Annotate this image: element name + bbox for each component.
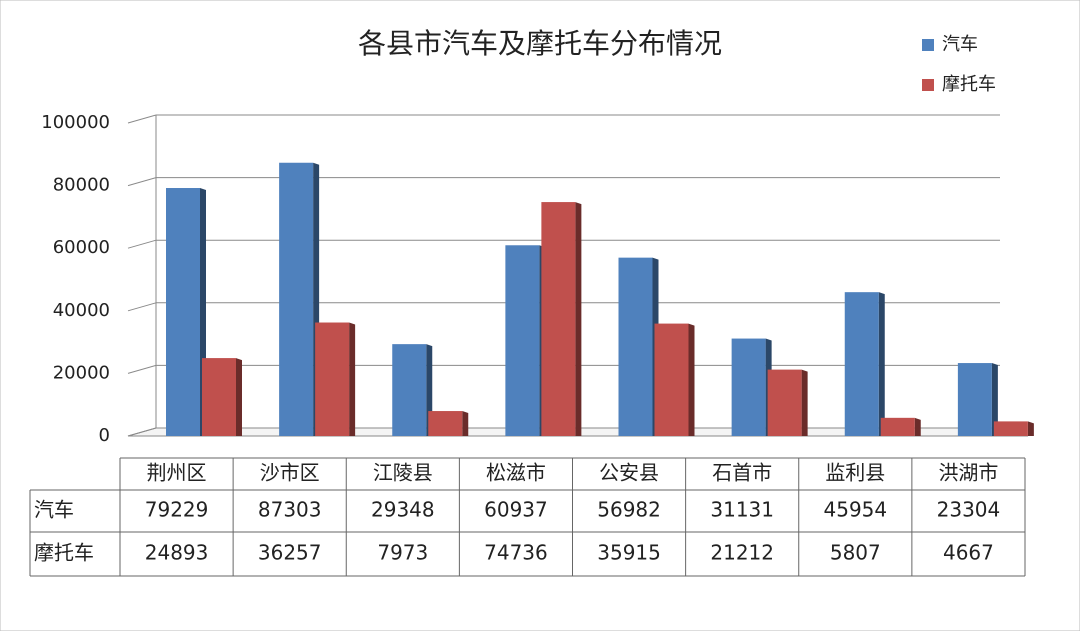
table-row-label: 摩托车 (34, 541, 94, 565)
table-value: 79229 (145, 498, 209, 522)
y-tick-label: 40000 (53, 300, 110, 321)
x-tick-label: 松滋市 (486, 461, 546, 485)
x-tick-label: 荆州区 (147, 461, 207, 485)
bar-side (349, 322, 356, 436)
bar-side (801, 369, 808, 436)
table-value: 24893 (145, 541, 209, 565)
table-value: 45954 (824, 498, 888, 522)
bar-side (462, 411, 469, 436)
table-value: 60937 (484, 498, 548, 522)
grid-line (127, 302, 157, 312)
grid-line (127, 427, 157, 437)
bar (880, 417, 915, 436)
x-tick-label: 公安县 (599, 461, 659, 485)
bar (654, 323, 689, 436)
table-value: 29348 (371, 498, 435, 522)
bar (731, 338, 766, 436)
legend-label: 汽车 (942, 34, 978, 55)
bar (392, 344, 427, 436)
bar-side (991, 363, 998, 436)
table-value: 5807 (830, 541, 881, 565)
table-value: 56982 (597, 498, 661, 522)
bar-side (1027, 421, 1034, 436)
grid-line (127, 177, 157, 187)
bar-side (688, 323, 695, 436)
bar (618, 257, 653, 436)
y-tick-label: 80000 (53, 175, 110, 196)
bar (505, 245, 540, 436)
y-tick-label: 60000 (53, 237, 110, 258)
x-tick-label: 监利县 (825, 461, 885, 485)
legend-swatch (922, 39, 934, 51)
grid-line (127, 239, 157, 249)
bar (844, 292, 879, 436)
bar-side (236, 358, 242, 436)
x-tick-label: 江陵县 (373, 461, 433, 485)
x-tick-label: 石首市 (712, 461, 772, 485)
bar (767, 369, 802, 436)
table-value: 36257 (258, 541, 322, 565)
x-tick-label: 洪湖市 (938, 461, 998, 485)
legend-swatch (922, 79, 934, 91)
table-value: 23304 (937, 498, 1001, 522)
y-tick-label: 0 (99, 425, 110, 446)
bar (279, 162, 314, 436)
bar (957, 363, 992, 436)
y-tick-label: 20000 (53, 362, 110, 383)
legend-label: 摩托车 (942, 74, 996, 95)
chart-title: 各县市汽车及摩托车分布情况 (358, 27, 722, 60)
bar-side (878, 292, 885, 436)
grid-line (127, 114, 157, 124)
bar (315, 322, 350, 436)
bar (428, 411, 463, 436)
table-value: 21212 (710, 541, 774, 565)
x-tick-label: 沙市区 (260, 461, 320, 485)
table-value: 31131 (710, 498, 774, 522)
bar-side (914, 417, 921, 436)
table-value: 35915 (597, 541, 661, 565)
bar (202, 358, 236, 436)
table-value: 74736 (484, 541, 548, 565)
bar (166, 188, 200, 436)
bar (541, 202, 576, 436)
table-value: 4667 (943, 541, 994, 565)
y-tick-label: 100000 (41, 112, 110, 133)
table-row-label: 汽车 (34, 498, 74, 522)
bar (993, 421, 1028, 436)
table-value: 7973 (377, 541, 428, 565)
grid-line (127, 364, 157, 374)
bar-side (575, 202, 582, 436)
table-value: 87303 (258, 498, 322, 522)
